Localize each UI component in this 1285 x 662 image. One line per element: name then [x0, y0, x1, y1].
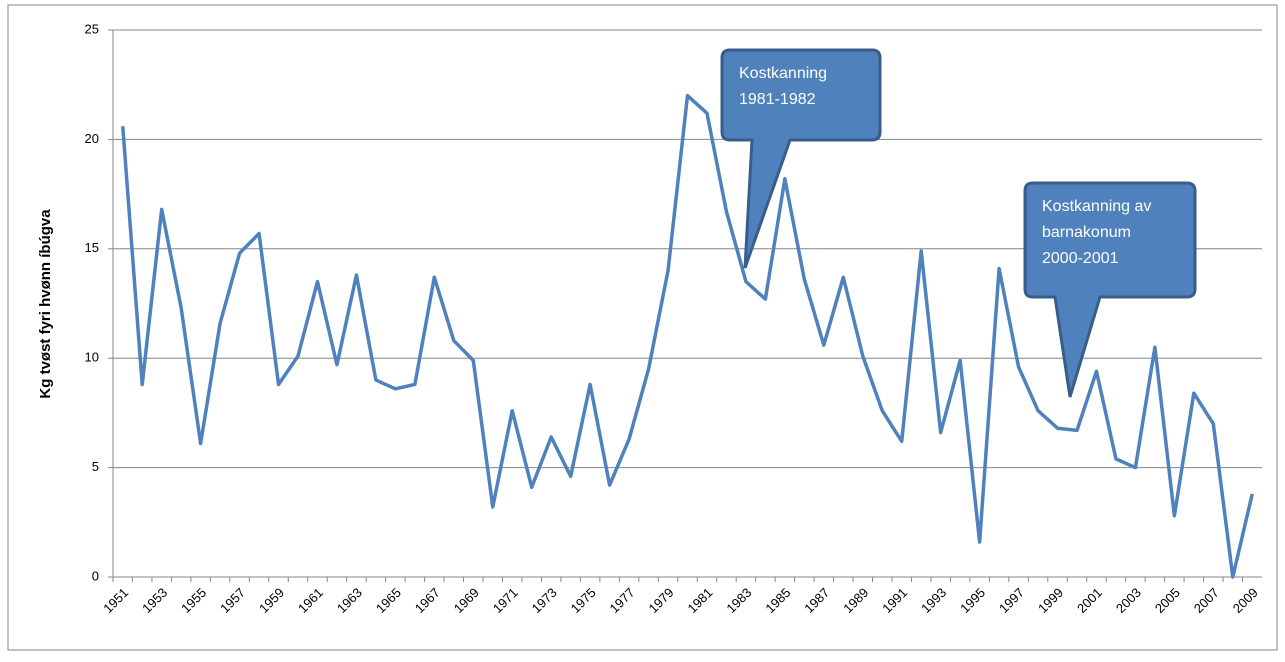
callout-text: Kostkanning av — [1042, 198, 1151, 215]
callout-text: barnakonum — [1042, 224, 1131, 241]
callout-text: Kostkanning — [739, 65, 827, 82]
y-tick-label: 15 — [85, 240, 99, 255]
y-tick-label: 10 — [85, 350, 99, 365]
callout-text: 2000-2001 — [1042, 250, 1119, 267]
callout — [1023, 181, 1197, 398]
y-tick-label: 25 — [85, 21, 99, 36]
y-tick-label: 20 — [85, 131, 99, 146]
callout — [720, 48, 882, 269]
y-tick-label: 0 — [92, 568, 99, 583]
callout-text: 1981-1982 — [739, 91, 816, 108]
y-tick-label: 5 — [92, 459, 99, 474]
y-axis-label: Kg tvøst fyri hvønn íbúgva — [37, 209, 54, 399]
data-line — [120, 93, 1254, 579]
